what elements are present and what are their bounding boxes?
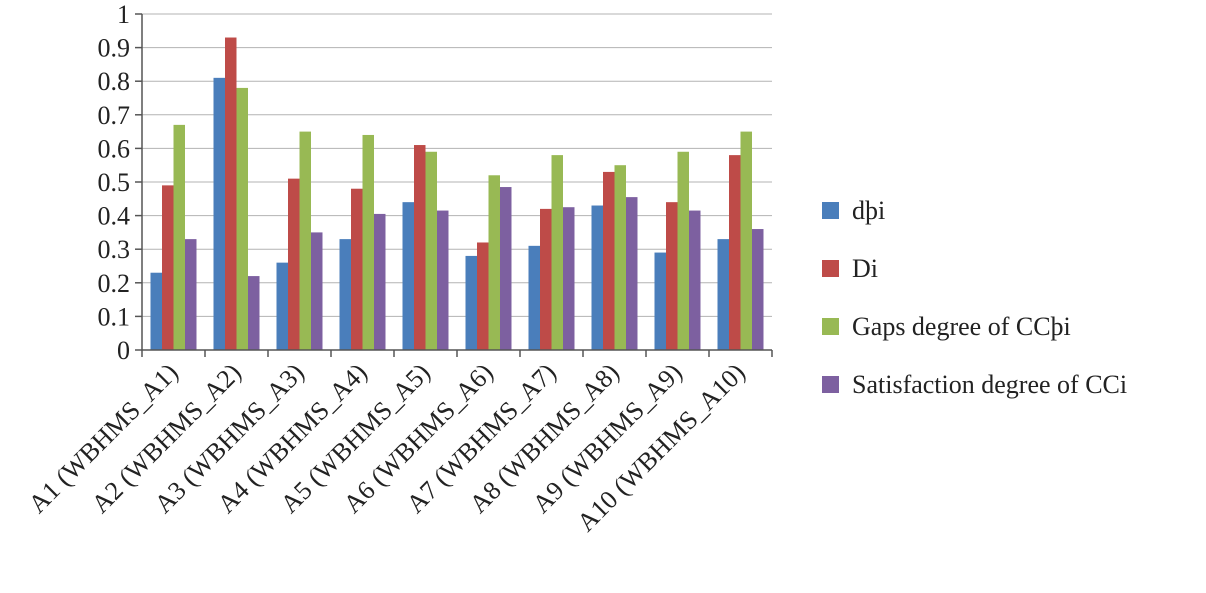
y-tick-label: 0.5	[98, 168, 131, 197]
bar-9-series-3	[677, 151, 689, 350]
bar-1-series-4	[185, 239, 197, 350]
y-tick-label: 1	[117, 0, 130, 29]
y-tick-label: 0.1	[98, 302, 131, 331]
bar-4-series-1	[339, 239, 351, 350]
y-tick-label: 0.6	[98, 134, 131, 163]
x-tick-labels: A1 (WBHMS_A1)A2 (WBHMS_A2)A3 (WBHMS_A3)A…	[23, 358, 751, 537]
axes	[135, 13, 773, 357]
bar-5-series-3	[425, 151, 437, 350]
y-tick-label: 0.2	[98, 269, 131, 298]
bar-9-series-2	[666, 202, 678, 350]
bar-3-series-1	[276, 262, 288, 350]
bar-10-series-3	[740, 131, 752, 350]
bar-2-series-1	[213, 77, 225, 350]
y-tick-labels: 0 0.1 0.2 0.3 0.4 0.5 0.6 0.7 0.8 0.9 1	[98, 0, 131, 365]
bar-2-series-2	[225, 37, 237, 351]
bar-4-series-4	[374, 213, 386, 350]
bar-10-series-1	[717, 239, 729, 350]
bar-8-series-2	[603, 171, 615, 350]
bar-1-series-1	[150, 272, 162, 350]
bar-5-series-4	[437, 210, 449, 350]
legend-swatch	[822, 260, 839, 277]
bar-6-series-1	[465, 255, 477, 350]
bar-4-series-3	[362, 134, 374, 350]
bar-6-series-2	[477, 242, 489, 350]
y-tick-label: 0.8	[98, 67, 131, 96]
bar-1-series-3	[173, 124, 185, 350]
bars	[150, 37, 764, 351]
bar-7-series-4	[563, 207, 575, 350]
y-tick-label: 0.4	[98, 202, 131, 231]
legend-label: Gaps degree of CCþi	[852, 312, 1071, 341]
bar-4-series-2	[351, 188, 363, 350]
bar-8-series-3	[614, 165, 626, 350]
y-tick-label: 0.7	[98, 101, 131, 130]
bar-9-series-4	[689, 210, 701, 350]
y-tick-label: 0	[117, 336, 130, 365]
bar-7-series-3	[551, 155, 563, 350]
bar-10-series-4	[752, 229, 764, 350]
legend: dþi Di Gaps degree of CCþi Satisfaction deg…	[822, 196, 1127, 399]
bar-5-series-1	[402, 202, 414, 350]
bar-7-series-1	[528, 245, 540, 350]
bar-3-series-2	[288, 178, 300, 350]
legend-label: Satisfaction degree of CCi	[852, 370, 1127, 399]
legend-label: dþi	[852, 196, 885, 225]
bar-6-series-4	[500, 187, 512, 350]
bar-7-series-2	[540, 208, 552, 350]
bar-5-series-2	[414, 145, 426, 350]
bar-3-series-3	[299, 131, 311, 350]
bar-8-series-1	[591, 205, 603, 350]
bar-1-series-2	[162, 185, 174, 350]
bar-9-series-1	[654, 252, 666, 350]
bar-8-series-4	[626, 197, 638, 350]
bar-2-series-4	[248, 276, 260, 350]
bar-2-series-3	[236, 87, 248, 351]
legend-swatch	[822, 318, 839, 335]
legend-swatch	[822, 202, 839, 219]
bar-3-series-4	[311, 232, 323, 350]
y-tick-label: 0.9	[98, 34, 131, 63]
y-tick-label: 0.3	[98, 235, 131, 264]
bar-10-series-2	[729, 155, 741, 350]
bar-6-series-3	[488, 175, 500, 350]
legend-swatch	[822, 376, 839, 393]
legend-label: Di	[852, 254, 878, 283]
